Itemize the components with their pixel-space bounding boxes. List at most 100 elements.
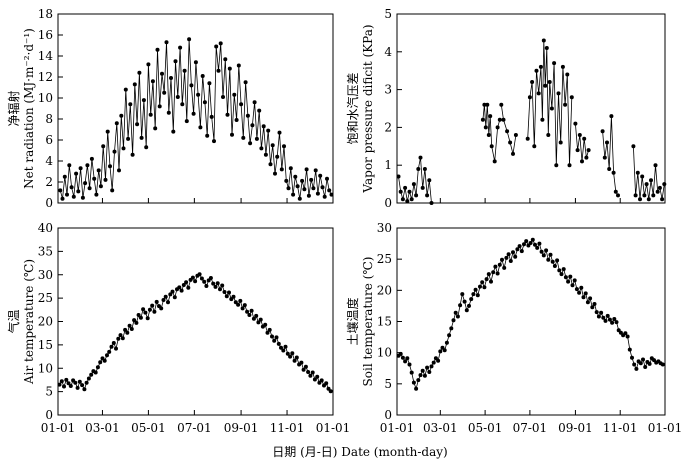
- air-temperature-data-point: [136, 313, 141, 317]
- air-temperature-data-point: [227, 290, 231, 295]
- soil-temperature-data-point: [508, 259, 513, 263]
- net-radiation-data-point: [236, 63, 241, 68]
- net-radiation-data-point: [87, 186, 92, 191]
- air-temperature-data-point: [82, 387, 87, 392]
- vapor-pressure-deficit-data-point: [600, 129, 605, 134]
- soil-temperature-data-point: [414, 386, 419, 391]
- air-temperature-data-point: [73, 380, 78, 385]
- y-tick-label: 6: [45, 133, 53, 147]
- soil-temperature-data-point: [515, 247, 520, 252]
- x-tick-label: 09-01: [224, 421, 259, 435]
- net-radiation-data-point: [212, 139, 216, 144]
- soil-temperature-data-point: [469, 297, 474, 302]
- net-radiation-data-point: [150, 79, 155, 84]
- soil-temperature-data-point: [519, 249, 524, 254]
- y-tick-label: 20: [377, 283, 392, 297]
- net-radiation-data-point: [227, 66, 232, 71]
- soil-temperature-data-point: [467, 303, 471, 308]
- soil-temperature-data-point: [552, 264, 557, 268]
- net-radiation-data-point: [160, 71, 164, 76]
- air-temperature-data-point: [143, 310, 148, 315]
- soil-temperature-data-point: [458, 303, 463, 308]
- x-tick-label: 03-01: [85, 421, 120, 435]
- net-radiation-data-point: [273, 171, 277, 176]
- vapor-pressure-deficit-data-point: [547, 80, 552, 84]
- air-temperature-data-point: [202, 279, 207, 284]
- air-temperature-data-point: [75, 385, 80, 390]
- net-radiation-data-point: [320, 185, 325, 190]
- air-temperature-data-point: [184, 280, 189, 285]
- air-temperature-data-point: [238, 298, 243, 303]
- vapor-pressure-deficit-data-point: [497, 117, 502, 122]
- y-tick-label: 20: [38, 315, 53, 329]
- air-temperature-data-point: [294, 355, 299, 360]
- net-radiation-data-point: [141, 98, 146, 103]
- vapor-pressure-deficit-data-point: [540, 117, 545, 122]
- net-radiation-data-point: [263, 152, 268, 157]
- net-radiation-data-point: [67, 163, 72, 168]
- air-temperature-data-point: [279, 345, 283, 350]
- soil-temperature-data-point: [605, 313, 610, 318]
- soil-temperature-data-point: [638, 361, 643, 366]
- soil-temperature-data-point: [550, 259, 555, 264]
- soil-temperature-data-point: [431, 360, 436, 365]
- vapor-pressure-deficit-data-point: [560, 64, 565, 69]
- air-temperature-data-point: [285, 351, 290, 356]
- vapor-pressure-deficit-data-point: [485, 102, 490, 107]
- air-temperature-data-point: [208, 276, 213, 280]
- vapor-pressure-deficit-data-point: [633, 193, 638, 198]
- plot-frame: [57, 227, 334, 416]
- net-radiation-data-point: [94, 192, 99, 197]
- air-temperature-data-point: [129, 327, 134, 331]
- vapor-pressure-deficit-series-line: [500, 104, 517, 154]
- soil-temperature-data-point: [623, 331, 628, 336]
- soil-temperature-data-point: [548, 252, 553, 257]
- soil-temperature-data-point: [581, 295, 586, 300]
- vapor-pressure-deficit-series-line: [602, 116, 619, 196]
- air-temperature-data-point: [57, 382, 62, 387]
- net-radiation-data-point: [254, 136, 259, 141]
- air-temperature-data-point: [247, 313, 252, 317]
- air-temperature-data-point: [141, 307, 146, 312]
- vapor-pressure-deficit-data-point: [534, 68, 539, 73]
- air-temperature-data-point: [118, 333, 123, 338]
- soil-temperature-data-point: [451, 318, 456, 323]
- air-temperature-data-point: [89, 372, 94, 377]
- net-radiation-data-point: [155, 47, 160, 52]
- vapor-pressure-deficit-data-point: [489, 144, 494, 149]
- soil-temperature-data-point: [493, 264, 498, 269]
- soil-temperature-data-point: [449, 326, 454, 331]
- vapor-pressure-deficit-data-point: [536, 91, 541, 96]
- net-radiation-data-point: [117, 168, 121, 173]
- vapor-pressure-deficit-data-point: [544, 46, 549, 50]
- y-tick-label: 5: [384, 377, 392, 391]
- air-temperature-data-point: [256, 320, 261, 325]
- vapor-pressure-deficit-series-line: [398, 157, 432, 204]
- net-radiation-data-point: [293, 174, 298, 179]
- soil-temperature-data-point: [612, 317, 617, 321]
- y-tick-label: 0: [45, 408, 53, 422]
- net-radiation-data-point: [128, 102, 133, 107]
- net-radiation-data-point: [250, 123, 255, 128]
- vapor-pressure-deficit-data-point: [646, 197, 651, 202]
- air-temperature-data-point: [116, 336, 121, 341]
- air-temperature-data-point: [267, 327, 272, 332]
- net-radiation-data-point: [304, 167, 309, 172]
- net-radiation-data-point: [268, 162, 273, 167]
- air-temperature-data-point: [224, 294, 229, 299]
- air-temperature-data-point: [258, 317, 263, 322]
- vapor-pressure-deficit-data-point: [508, 140, 513, 145]
- air-temperature-data-point: [197, 272, 202, 277]
- y-tick-label: 40: [38, 221, 53, 235]
- net-radiation-data-point: [110, 188, 115, 193]
- vapor-pressure-deficit-data-point: [427, 178, 432, 183]
- vapor-pressure-deficit-data-point: [513, 133, 518, 137]
- vapor-pressure-deficit-data-point: [538, 64, 543, 69]
- air-temperature-data-point: [62, 384, 66, 389]
- net-radiation-data-point: [279, 167, 284, 172]
- y-tick-label: 5: [384, 7, 392, 21]
- soil-temperature-data-point: [643, 365, 648, 369]
- vapor-pressure-deficit-data-point: [554, 163, 559, 168]
- air-temperature-data-point: [181, 283, 186, 287]
- vapor-pressure-deficit-data-point: [420, 185, 425, 190]
